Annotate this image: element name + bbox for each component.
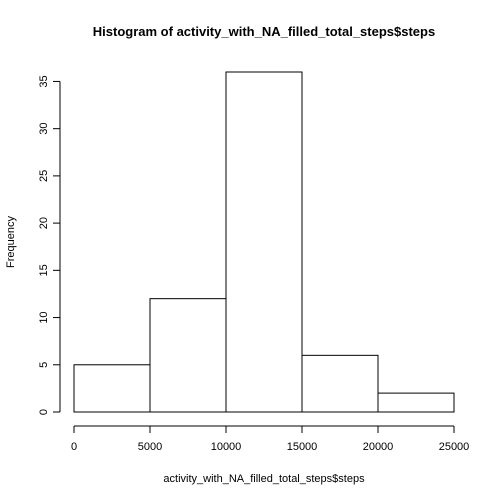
y-axis: 0 5 10 15 20 25 30 35	[38, 75, 61, 415]
y-tick-label-6: 30	[38, 123, 50, 135]
y-tick-label-3: 15	[38, 264, 50, 276]
y-tick-label-7: 35	[38, 75, 50, 87]
y-tick-label-0: 0	[38, 409, 50, 415]
histogram-bar-3	[301, 354, 379, 413]
x-tick-label-2: 10000	[211, 441, 242, 453]
y-axis-label: Frequency	[5, 216, 17, 268]
x-tick-label-0: 0	[71, 441, 77, 453]
x-axis: 0 5000 10000 15000 20000 25000	[71, 425, 470, 453]
histogram-bar-4	[377, 392, 455, 413]
x-tick-label-3: 15000	[287, 441, 318, 453]
x-tick-label-5: 25000	[439, 441, 470, 453]
histogram-bar-2	[225, 71, 303, 413]
x-tick-label-1: 5000	[138, 441, 162, 453]
bars-layer	[73, 71, 455, 413]
x-tick-label-4: 20000	[363, 441, 394, 453]
y-tick-label-4: 20	[38, 217, 50, 229]
x-axis-label: activity_with_NA_filled_total_steps$step…	[163, 473, 365, 485]
chart-title: Histogram of activity_with_NA_filled_tot…	[93, 24, 435, 39]
histogram-bar-0	[73, 364, 151, 413]
y-tick-label-2: 10	[38, 311, 50, 323]
histogram-bar-1	[149, 298, 227, 413]
y-tick-label-5: 25	[38, 170, 50, 182]
y-tick-label-1: 5	[38, 362, 50, 368]
